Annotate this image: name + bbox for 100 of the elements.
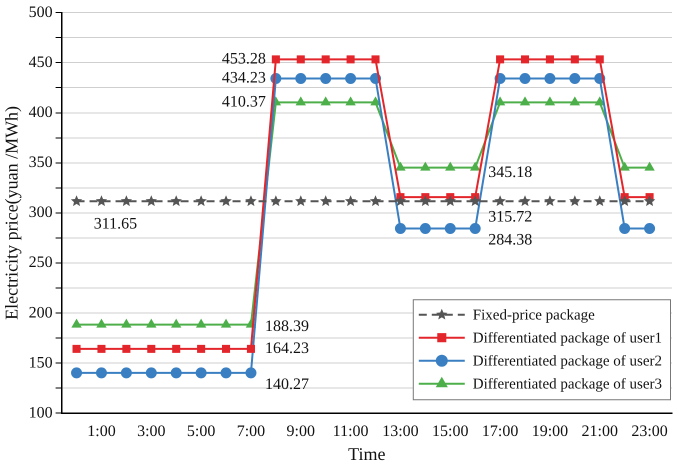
point — [596, 55, 604, 64]
point — [272, 55, 280, 64]
x-tick-label: 19:00 — [532, 423, 568, 440]
y-tick-label: 150 — [28, 354, 53, 372]
point — [520, 96, 530, 106]
point — [197, 344, 206, 353]
legend-label: Differentiated package of user3 — [472, 376, 662, 393]
point — [644, 223, 656, 234]
point — [470, 162, 480, 171]
point — [246, 344, 255, 353]
x-tick-label: 17:00 — [482, 423, 518, 440]
point — [620, 162, 630, 171]
x-tick-label: 9:00 — [286, 423, 316, 440]
point — [444, 195, 456, 206]
point — [146, 319, 156, 328]
y-tick-label: 250 — [28, 254, 53, 272]
point — [296, 55, 305, 64]
point — [520, 72, 531, 84]
point — [594, 195, 606, 206]
point — [245, 195, 257, 206]
point — [196, 319, 206, 328]
point — [594, 96, 605, 106]
annotation: 140.27 — [264, 376, 309, 394]
point — [644, 195, 656, 206]
annotation: 410.37 — [222, 94, 266, 111]
point — [370, 96, 380, 106]
point — [295, 195, 306, 206]
annotation: 188.39 — [264, 318, 309, 335]
point — [97, 344, 106, 353]
x-tick-label: 23:00 — [631, 423, 668, 440]
point — [470, 223, 481, 234]
point — [96, 319, 106, 328]
point — [346, 96, 356, 106]
x-tick-label: 7:00 — [236, 423, 266, 440]
point — [396, 162, 406, 171]
point — [546, 55, 554, 64]
x-tick-label: 5:00 — [186, 423, 216, 440]
point — [71, 367, 82, 378]
point — [394, 223, 406, 234]
point — [96, 367, 107, 378]
point — [96, 195, 108, 206]
point — [445, 162, 456, 171]
point — [72, 344, 81, 353]
point — [320, 195, 332, 206]
point — [147, 344, 156, 353]
legend-label: Fixed-price package — [472, 308, 596, 324]
point — [170, 367, 182, 378]
point — [221, 319, 231, 328]
point — [296, 96, 306, 106]
y-axis-title: Electricity price(yuan /MWh) — [2, 106, 22, 320]
y-tick-label: 400 — [28, 104, 53, 121]
point — [544, 72, 556, 84]
legend-label: Differentiated package of user2 — [472, 354, 662, 370]
point — [371, 55, 380, 64]
point — [245, 367, 256, 378]
point — [494, 195, 506, 206]
point — [196, 367, 207, 378]
point — [122, 319, 132, 328]
point — [146, 195, 157, 206]
annotation: 434.23 — [222, 70, 266, 87]
x-tick-label: 11:00 — [332, 423, 369, 440]
point — [320, 96, 331, 106]
point — [496, 55, 504, 64]
x-tick-label: 13:00 — [382, 423, 419, 440]
point — [346, 55, 355, 64]
point — [70, 195, 82, 206]
point — [444, 223, 456, 234]
point — [570, 96, 580, 106]
point — [220, 367, 232, 378]
y-tick-label: 300 — [28, 204, 53, 222]
point — [619, 223, 630, 234]
point — [270, 195, 282, 206]
point — [495, 96, 505, 106]
point — [520, 55, 530, 64]
point — [172, 344, 180, 353]
point — [295, 72, 306, 84]
point — [569, 72, 580, 84]
y-tick-label: 450 — [28, 54, 53, 71]
point — [545, 96, 555, 106]
y-tick-label: 350 — [28, 154, 53, 172]
point — [569, 195, 581, 206]
point — [320, 72, 332, 84]
point — [344, 195, 356, 206]
y-tick-label: 100 — [28, 404, 53, 422]
x-tick-label: 3:00 — [137, 423, 166, 440]
point — [122, 344, 130, 353]
point — [519, 195, 531, 206]
point — [222, 344, 230, 353]
annotation: 164.23 — [264, 340, 309, 358]
x-tick-label: 1:00 — [87, 423, 116, 440]
point — [644, 162, 654, 171]
point — [322, 55, 330, 64]
annotation: 453.28 — [222, 50, 266, 68]
point — [618, 195, 630, 206]
point — [420, 195, 432, 206]
y-tick-label: 200 — [28, 304, 53, 322]
point — [420, 223, 431, 234]
point — [72, 319, 82, 328]
annotation: 345.18 — [488, 164, 532, 181]
point — [170, 195, 182, 206]
